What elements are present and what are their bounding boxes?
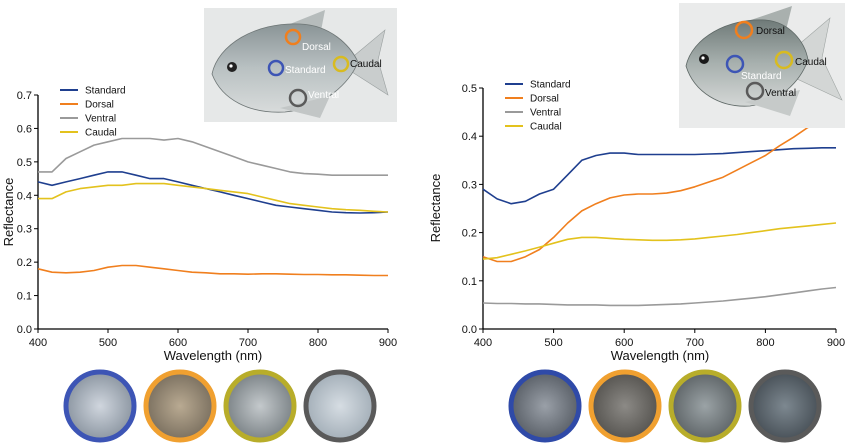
ventral-marker [288, 88, 308, 108]
dorsal-marker-label: Dorsal [756, 26, 785, 37]
x-tick-label: 700 [686, 337, 704, 349]
series-line-dorsal [37, 264, 388, 277]
y-tick-label: 0.0 [462, 324, 477, 336]
series-line-ventral [482, 286, 837, 307]
series-line-standard [482, 147, 836, 205]
closeup-ventral [748, 369, 822, 443]
closeup-standard [63, 369, 137, 443]
x-tick-label: 600 [169, 337, 187, 349]
x-axis-label: Wavelength (nm) [164, 348, 263, 363]
standard-marker-label: Standard [741, 71, 782, 82]
fish-photo-right: Dorsal Standard Caudal Ventral [679, 3, 845, 128]
y-tick-label: 0.7 [17, 90, 32, 102]
series-line-caudal [482, 222, 837, 260]
dorsal-marker-label: Dorsal [302, 42, 331, 53]
y-tick-label: 0.2 [462, 228, 477, 240]
chart-left: 0.0 0.1 0.2 0.3 0.4 0.5 0.6 0.7 400 500 600 700 800… [1, 86, 397, 364]
ventral-marker-label: Ventral [765, 88, 796, 99]
legend-label-dorsal: Dorsal [85, 100, 114, 111]
ventral-marker-label: Ventral [308, 90, 339, 101]
series-line-caudal [38, 182, 389, 213]
closeup-ventral [303, 369, 377, 443]
closeup-caudal [668, 369, 742, 443]
caudal-marker [774, 50, 794, 70]
dorsal-marker [284, 28, 302, 46]
x-tick-label: 500 [544, 337, 562, 349]
y-axis-label: Reflectance [1, 178, 16, 247]
x-tick-label: 400 [474, 337, 492, 349]
y-tick-label: 0.0 [17, 324, 32, 336]
x-axis-label: Wavelength (nm) [611, 348, 710, 363]
closeups-right [508, 369, 822, 443]
y-tick-label: 0.2 [17, 257, 32, 269]
legend-label-dorsal: Dorsal [530, 94, 559, 105]
x-tick-label: 500 [99, 337, 117, 349]
dorsal-marker [734, 20, 754, 40]
x-tick-label: 800 [756, 337, 774, 349]
y-tick-label: 0.1 [17, 291, 32, 303]
caudal-marker-label: Caudal [795, 57, 827, 68]
legend-label-standard: Standard [530, 80, 571, 91]
y-tick-label: 0.1 [462, 276, 477, 288]
legend: Standard Dorsal Ventral Caudal [505, 80, 571, 133]
ventral-marker [745, 81, 765, 101]
y-tick-label: 0.4 [462, 131, 477, 143]
caudal-marker [332, 55, 350, 73]
x-tick-label: 400 [29, 337, 47, 349]
y-tick-label: 0.4 [17, 190, 32, 202]
x-tick-label: 600 [615, 337, 633, 349]
y-tick-label: 0.3 [17, 224, 32, 236]
closeup-dorsal [143, 369, 217, 443]
legend-label-caudal: Caudal [530, 122, 562, 133]
closeup-standard [508, 369, 582, 443]
legend-label-caudal: Caudal [85, 128, 117, 139]
series-line-standard [37, 171, 389, 214]
legend-label-ventral: Ventral [85, 114, 116, 125]
series-line-dorsal [482, 120, 837, 263]
y-tick-label: 0.5 [17, 157, 32, 169]
fish-photo-left: Dorsal Standard Caudal Ventral [204, 8, 397, 122]
y-axis-label: Reflectance [428, 174, 443, 243]
standard-marker [267, 59, 285, 77]
legend-label-ventral: Ventral [530, 108, 561, 119]
closeup-caudal [223, 369, 297, 443]
standard-marker-label: Standard [285, 65, 326, 76]
series-line-ventral [38, 137, 388, 176]
legend-label-standard: Standard [85, 86, 126, 97]
x-tick-label: 700 [239, 337, 257, 349]
y-tick-label: 0.5 [462, 83, 477, 95]
chart-right: 0.0 0.1 0.2 0.3 0.4 0.5 400 500 600 700 800 900 Re… [428, 80, 845, 364]
x-tick-label: 800 [309, 337, 327, 349]
caudal-marker-label: Caudal [350, 59, 382, 70]
closeup-dorsal [588, 369, 662, 443]
x-tick-label: 900 [827, 337, 845, 349]
x-tick-label: 900 [379, 337, 397, 349]
y-tick-label: 0.3 [462, 179, 477, 191]
y-tick-label: 0.6 [17, 123, 32, 135]
closeups-left [63, 369, 377, 443]
standard-marker [725, 54, 745, 74]
legend: Standard Dorsal Ventral Caudal [60, 86, 126, 139]
